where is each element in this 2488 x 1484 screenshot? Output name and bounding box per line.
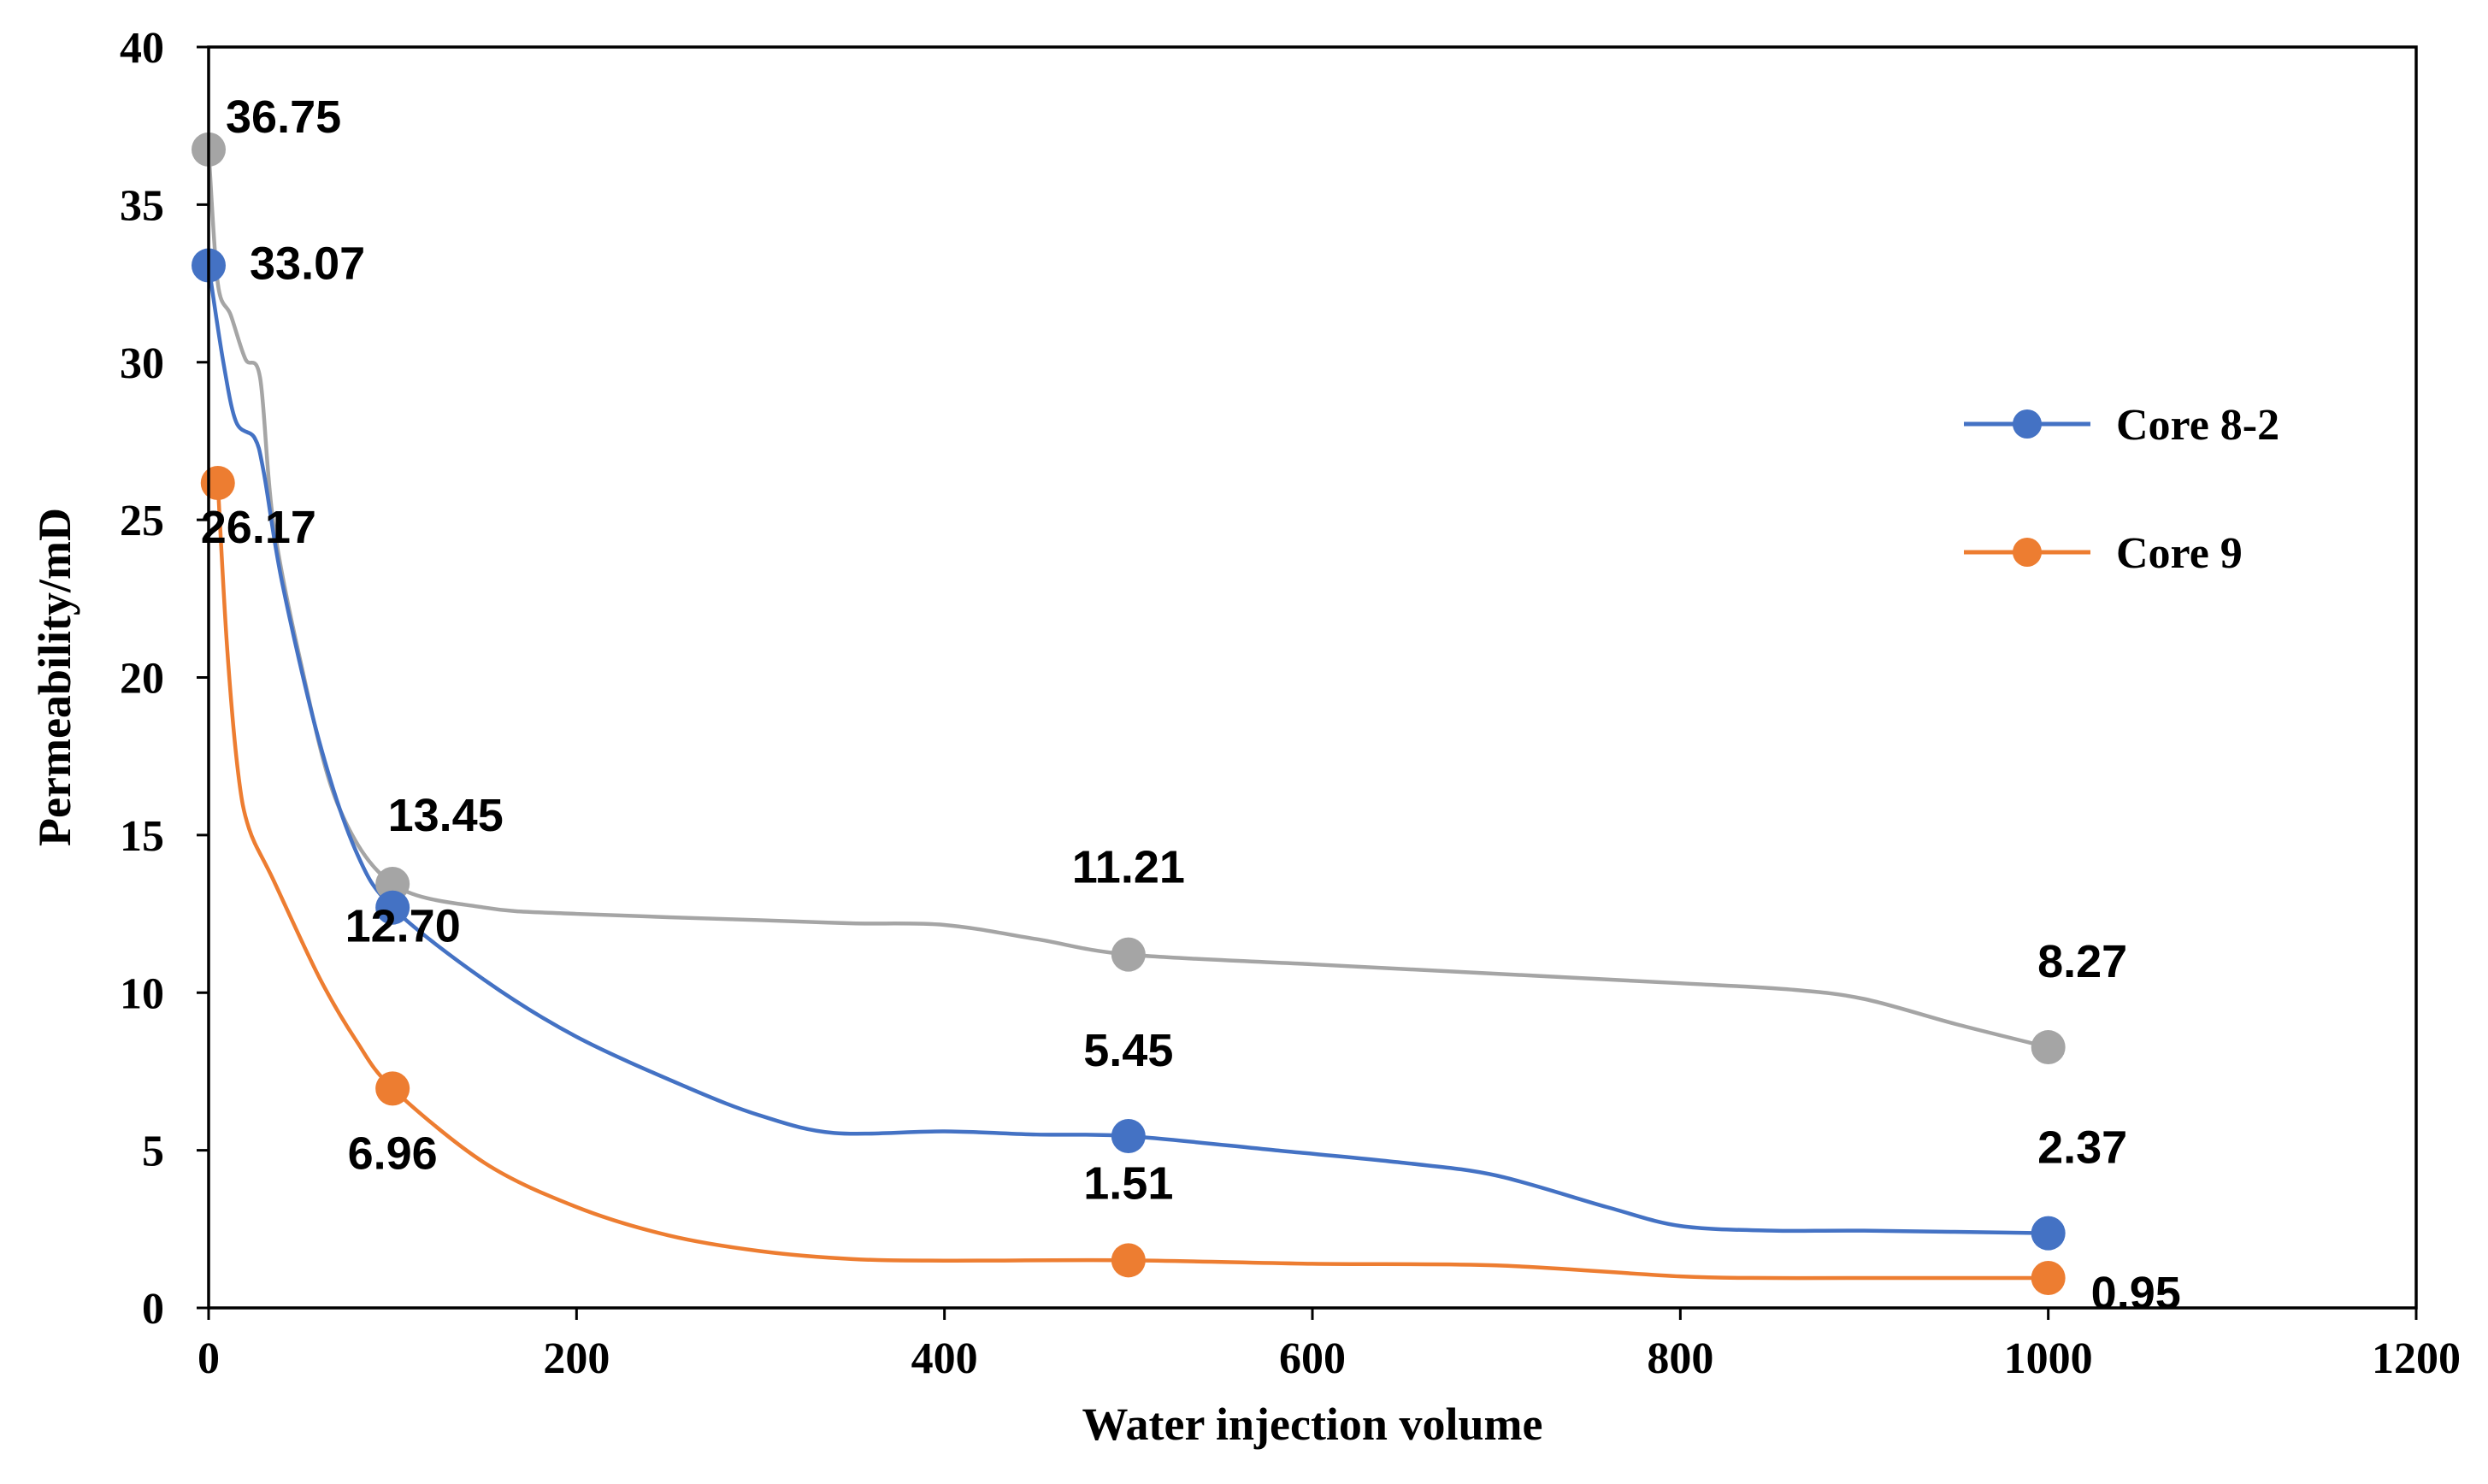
data-label-core-9: 26.17 xyxy=(201,502,316,553)
data-point-core-8-2 xyxy=(1111,1119,1146,1154)
data-label-grey: 13.45 xyxy=(388,790,504,841)
data-point-core-8-2 xyxy=(375,890,410,925)
data-point-grey xyxy=(375,867,410,902)
x-axis-title: Water injection volume xyxy=(1082,1399,1543,1450)
data-point-core-9 xyxy=(200,465,235,500)
data-label-core-8-2: 12.70 xyxy=(345,901,461,952)
series-line-grey xyxy=(206,147,2050,1050)
data-point-core-9 xyxy=(2031,1260,2066,1295)
data-label-grey: 36.75 xyxy=(226,91,341,143)
series-lines xyxy=(206,147,2050,1281)
data-label-core-9: 6.96 xyxy=(348,1128,438,1179)
y-axis-ticks: 0 5 10 15 20 25 30 35 40 xyxy=(120,24,209,1334)
data-labels: 36.75 13.45 11.21 8.27 33.07 12.70 5.45 2.37 26.… xyxy=(201,91,2181,1319)
data-point-grey xyxy=(1111,937,1146,972)
y-tick-label: 35 xyxy=(120,181,164,230)
legend-label-core-9: Core 9 xyxy=(2116,529,2243,578)
series-line-core-9 xyxy=(215,480,2050,1281)
data-point-core-9 xyxy=(375,1071,410,1106)
x-tick-label: 400 xyxy=(911,1334,978,1383)
y-tick-label: 40 xyxy=(120,24,164,73)
x-tick-label: 200 xyxy=(543,1334,610,1383)
legend-marker-core-9 xyxy=(2013,538,2042,567)
y-tick-label: 5 xyxy=(142,1128,164,1176)
series-line-core-8-2 xyxy=(206,263,2050,1235)
x-tick-label: 800 xyxy=(1647,1334,1713,1383)
data-point-core-8-2 xyxy=(2031,1216,2066,1251)
data-label-grey: 8.27 xyxy=(2037,936,2127,987)
y-axis-title: Permeability/mD xyxy=(29,508,80,846)
legend: Core 8-2 Core 9 xyxy=(1964,401,2279,578)
x-tick-label: 600 xyxy=(1279,1334,1346,1383)
data-label-core-9: 1.51 xyxy=(1083,1157,1173,1209)
y-tick-label: 15 xyxy=(120,812,164,861)
legend-marker-core-8-2 xyxy=(2013,409,2042,439)
data-label-core-8-2: 5.45 xyxy=(1083,1025,1173,1076)
data-label-core-9: 0.95 xyxy=(2091,1268,2181,1319)
x-axis-ticks: 0 200 400 600 800 1000 1200 xyxy=(198,1308,2461,1383)
y-tick-label: 30 xyxy=(120,339,164,388)
x-tick-label: 1000 xyxy=(2004,1334,2093,1383)
data-label-core-8-2: 2.37 xyxy=(2037,1122,2127,1174)
legend-item-core-9: Core 9 xyxy=(1964,529,2243,578)
y-tick-label: 25 xyxy=(120,497,164,545)
x-tick-label: 0 xyxy=(198,1334,220,1383)
data-point-core-9 xyxy=(1111,1243,1146,1278)
y-tick-label: 20 xyxy=(120,655,164,704)
data-label-core-8-2: 33.07 xyxy=(250,238,365,290)
y-tick-label: 10 xyxy=(120,969,164,1018)
y-tick-label: 0 xyxy=(142,1285,164,1334)
legend-label-core-8-2: Core 8-2 xyxy=(2116,401,2279,450)
x-tick-label: 1200 xyxy=(2372,1334,2461,1383)
data-label-grey: 11.21 xyxy=(1072,842,1185,893)
legend-item-core-8-2: Core 8-2 xyxy=(1964,401,2279,450)
data-point-grey xyxy=(2031,1030,2066,1065)
